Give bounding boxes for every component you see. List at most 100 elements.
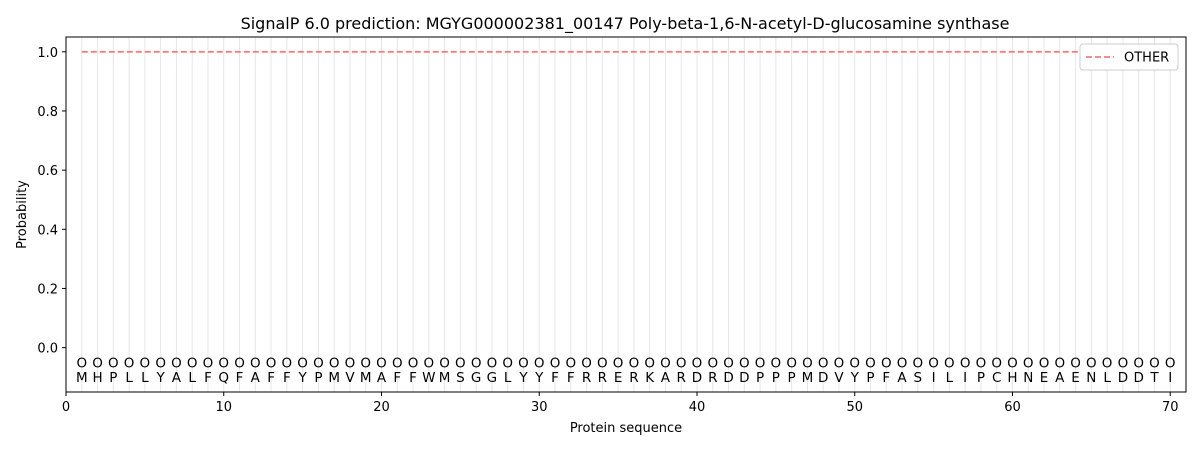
residue-label-11: F: [236, 370, 244, 386]
position-label-42: O: [723, 355, 734, 371]
position-label-50: O: [849, 355, 860, 371]
position-label-60: O: [1007, 355, 1018, 371]
position-label-46: O: [786, 355, 797, 371]
residue-label-56: L: [946, 370, 954, 386]
grid-lines: [81, 37, 1171, 392]
position-label-63: O: [1054, 355, 1065, 371]
residue-label-9: F: [204, 370, 212, 386]
residue-label-24: M: [439, 370, 451, 386]
residue-label-44: P: [756, 370, 764, 386]
position-label-28: O: [502, 355, 513, 371]
residue-label-8: L: [188, 370, 196, 386]
position-label-10: O: [218, 355, 229, 371]
residue-label-28: L: [504, 370, 512, 386]
position-label-44: O: [755, 355, 766, 371]
residue-label-40: D: [692, 370, 702, 386]
residue-label-10: Q: [218, 370, 229, 386]
position-label-6: O: [155, 355, 166, 371]
legend-box: [1079, 43, 1179, 71]
residue-label-33: R: [582, 370, 591, 386]
residue-label-30: Y: [534, 370, 544, 386]
residue-label-47: M: [802, 370, 814, 386]
position-label-30: O: [534, 355, 545, 371]
position-label-36: O: [629, 355, 640, 371]
y-tick-label: 0.6: [37, 164, 58, 179]
residue-label-21: F: [393, 370, 401, 386]
position-label-64: O: [1070, 355, 1081, 371]
position-label-58: O: [976, 355, 987, 371]
residue-label-19: M: [360, 370, 372, 386]
position-label-1: O: [76, 355, 87, 371]
residue-label-68: D: [1133, 370, 1143, 386]
legend: OTHER: [1079, 43, 1179, 71]
residue-label-57: I: [963, 370, 967, 386]
position-label-45: O: [771, 355, 782, 371]
residue-label-35: E: [614, 370, 623, 386]
residue-label-48: D: [818, 370, 828, 386]
position-label-34: O: [597, 355, 608, 371]
residue-label-37: K: [645, 370, 655, 386]
x-tick-label: 0: [62, 400, 70, 415]
residue-label-25: S: [456, 370, 465, 386]
position-label-33: O: [581, 355, 592, 371]
legend-label-other: OTHER: [1124, 51, 1169, 66]
residue-label-36: R: [629, 370, 638, 386]
position-label-52: O: [881, 355, 892, 371]
residue-label-59: C: [992, 370, 1001, 386]
residue-label-42: D: [723, 370, 733, 386]
residue-label-29: Y: [518, 370, 528, 386]
position-label-5: O: [140, 355, 151, 371]
position-label-68: O: [1133, 355, 1144, 371]
residue-label-52: F: [882, 370, 890, 386]
position-label-8: O: [187, 355, 198, 371]
residue-label-63: A: [1055, 370, 1065, 386]
position-label-35: O: [613, 355, 624, 371]
residue-label-69: T: [1149, 370, 1159, 386]
position-label-4: O: [124, 355, 135, 371]
position-label-40: O: [692, 355, 703, 371]
residue-label-34: R: [598, 370, 607, 386]
residue-label-12: A: [251, 370, 261, 386]
position-label-69: O: [1149, 355, 1160, 371]
residue-label-20: A: [377, 370, 387, 386]
residue-label-1: M: [76, 370, 88, 386]
position-label-57: O: [960, 355, 971, 371]
residue-label-22: F: [409, 370, 417, 386]
residue-label-14: F: [283, 370, 291, 386]
position-label-3: O: [108, 355, 119, 371]
position-label-11: O: [234, 355, 245, 371]
position-label-20: O: [376, 355, 387, 371]
position-label-19: O: [360, 355, 371, 371]
y-tick-label: 1.0: [37, 46, 58, 61]
position-label-16: O: [313, 355, 324, 371]
residue-label-62: E: [1040, 370, 1049, 386]
y-tick-label: 0.4: [37, 223, 58, 238]
x-tick-label: 10: [215, 400, 232, 415]
residue-label-55: I: [932, 370, 936, 386]
residue-label-16: P: [314, 370, 322, 386]
position-label-53: O: [897, 355, 908, 371]
position-label-55: O: [928, 355, 939, 371]
x-tick-label: 30: [531, 400, 548, 415]
residue-label-26: G: [471, 370, 481, 386]
residue-label-50: Y: [850, 370, 860, 386]
y-tick-label: 0.2: [37, 282, 58, 297]
residue-label-51: P: [866, 370, 874, 386]
residue-label-41: R: [708, 370, 717, 386]
residue-label-3: P: [109, 370, 117, 386]
y-axis: 0.0 0.2 0.4 0.6 0.8 1.0: [37, 46, 66, 357]
residue-label-64: E: [1071, 370, 1080, 386]
position-label-15: O: [297, 355, 308, 371]
residue-label-15: Y: [297, 370, 307, 386]
residue-label-32: F: [567, 370, 575, 386]
chart-title: SignalP 6.0 prediction: MGYG000002381_00…: [241, 14, 1010, 34]
residue-label-46: P: [788, 370, 796, 386]
position-label-23: O: [423, 355, 434, 371]
position-label-43: O: [739, 355, 750, 371]
position-label-47: O: [802, 355, 813, 371]
residue-label-38: A: [661, 370, 671, 386]
residue-label-53: A: [897, 370, 907, 386]
position-label-32: O: [565, 355, 576, 371]
